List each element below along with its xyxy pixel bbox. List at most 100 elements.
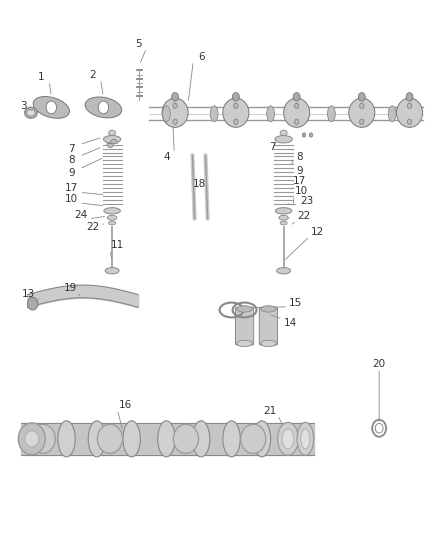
Circle shape [234, 103, 238, 109]
Ellipse shape [275, 208, 292, 214]
Ellipse shape [260, 306, 276, 312]
Ellipse shape [173, 424, 198, 454]
Text: 13: 13 [22, 289, 35, 299]
Circle shape [406, 93, 413, 101]
Ellipse shape [396, 98, 423, 127]
FancyBboxPatch shape [259, 308, 277, 345]
Ellipse shape [108, 215, 117, 220]
Ellipse shape [223, 421, 240, 457]
Circle shape [173, 119, 177, 124]
Ellipse shape [163, 106, 170, 122]
FancyBboxPatch shape [236, 308, 253, 345]
Text: 7: 7 [69, 144, 75, 154]
Ellipse shape [210, 106, 218, 122]
Ellipse shape [260, 340, 276, 346]
Text: 8: 8 [69, 156, 75, 165]
Ellipse shape [223, 98, 249, 127]
Ellipse shape [18, 423, 45, 455]
Ellipse shape [237, 340, 253, 346]
Circle shape [98, 101, 109, 114]
Text: 24: 24 [74, 209, 87, 220]
Text: 20: 20 [373, 359, 386, 369]
Circle shape [28, 297, 38, 310]
Text: 19: 19 [63, 282, 76, 293]
Ellipse shape [282, 429, 294, 449]
Ellipse shape [109, 221, 116, 225]
Text: 18: 18 [192, 179, 205, 189]
Circle shape [360, 103, 364, 109]
Text: 17: 17 [65, 183, 78, 193]
Ellipse shape [27, 109, 35, 116]
Ellipse shape [301, 429, 310, 449]
Ellipse shape [280, 221, 287, 225]
Text: 22: 22 [298, 211, 311, 221]
Circle shape [293, 93, 300, 101]
Ellipse shape [237, 306, 253, 312]
Ellipse shape [162, 98, 188, 127]
Circle shape [302, 133, 306, 137]
Ellipse shape [280, 130, 287, 135]
Circle shape [360, 119, 364, 124]
Circle shape [173, 103, 177, 109]
Text: 7: 7 [269, 142, 276, 152]
Ellipse shape [104, 135, 121, 143]
Circle shape [46, 101, 56, 114]
Text: 17: 17 [293, 176, 306, 186]
Text: 11: 11 [111, 240, 125, 251]
Text: 15: 15 [289, 297, 302, 308]
Circle shape [309, 133, 313, 137]
Circle shape [172, 93, 179, 101]
Circle shape [234, 119, 238, 124]
Text: 9: 9 [69, 168, 75, 178]
PathPatch shape [85, 97, 122, 118]
Wedge shape [111, 139, 117, 143]
Text: 12: 12 [311, 227, 324, 237]
Text: 23: 23 [300, 196, 313, 206]
Text: 8: 8 [296, 152, 302, 162]
Circle shape [358, 93, 365, 101]
Ellipse shape [97, 424, 122, 454]
Circle shape [232, 93, 239, 101]
Ellipse shape [267, 106, 274, 122]
Ellipse shape [349, 98, 375, 127]
Ellipse shape [297, 422, 314, 455]
Text: 6: 6 [198, 52, 205, 61]
Text: 4: 4 [163, 152, 170, 162]
Ellipse shape [279, 215, 288, 220]
Text: 5: 5 [135, 39, 142, 49]
Circle shape [295, 103, 299, 109]
Ellipse shape [158, 421, 175, 457]
Text: 21: 21 [263, 406, 276, 416]
Ellipse shape [277, 422, 298, 455]
Circle shape [295, 119, 299, 124]
Ellipse shape [277, 268, 291, 274]
Text: 9: 9 [296, 166, 302, 176]
Text: 16: 16 [118, 400, 132, 410]
Ellipse shape [25, 431, 39, 447]
Ellipse shape [105, 268, 119, 274]
Wedge shape [107, 143, 114, 148]
Ellipse shape [109, 130, 116, 135]
PathPatch shape [33, 96, 69, 118]
Ellipse shape [30, 424, 55, 454]
Text: 10: 10 [65, 193, 78, 204]
Ellipse shape [88, 421, 106, 457]
Text: 10: 10 [295, 186, 309, 196]
Ellipse shape [123, 421, 140, 457]
Text: 14: 14 [284, 318, 297, 328]
Text: 22: 22 [86, 222, 99, 232]
Ellipse shape [253, 421, 271, 457]
Ellipse shape [275, 135, 292, 143]
Text: 1: 1 [38, 71, 45, 82]
Ellipse shape [192, 421, 210, 457]
Ellipse shape [241, 424, 266, 454]
Circle shape [407, 119, 412, 124]
Ellipse shape [284, 98, 310, 127]
Text: 2: 2 [89, 70, 96, 79]
Ellipse shape [58, 421, 75, 457]
Text: 3: 3 [21, 101, 27, 111]
Circle shape [407, 103, 412, 109]
Ellipse shape [104, 208, 120, 214]
Ellipse shape [327, 106, 335, 122]
Ellipse shape [388, 106, 396, 122]
